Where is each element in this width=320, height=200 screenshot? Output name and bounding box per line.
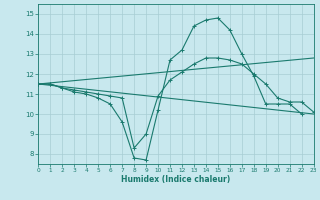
X-axis label: Humidex (Indice chaleur): Humidex (Indice chaleur) xyxy=(121,175,231,184)
